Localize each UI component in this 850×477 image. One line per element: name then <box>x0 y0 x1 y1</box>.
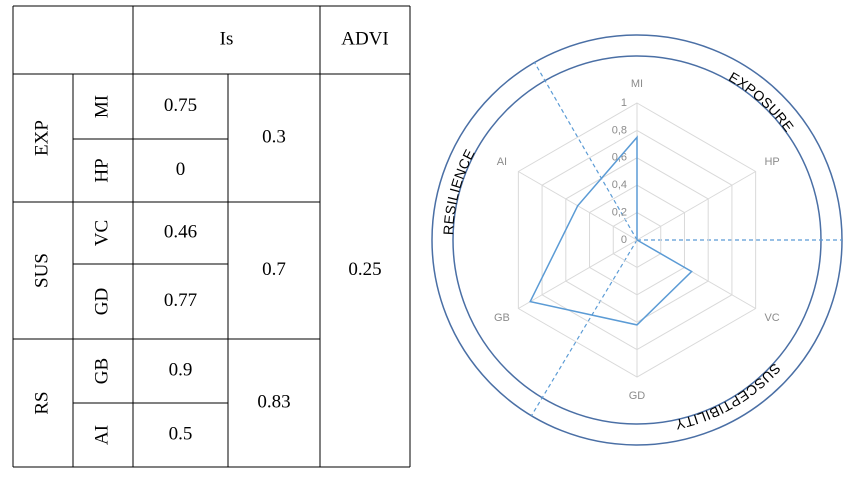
row-value: 0.77 <box>164 290 197 311</box>
category-label: HP <box>764 156 779 168</box>
row-label: GB <box>91 358 112 384</box>
radar-chart: 00,20,40,60,81MIHPVCGDGBAIEXPOSURESUSCEP… <box>431 34 843 446</box>
row-value: 0.5 <box>169 423 193 444</box>
row-value: 0.9 <box>169 359 193 380</box>
group-is: 0.3 <box>262 126 286 147</box>
spoke <box>636 171 756 241</box>
group-label: RS <box>31 391 52 414</box>
advi-value: 0.25 <box>348 259 381 280</box>
r-tick-label: 0,4 <box>612 179 627 191</box>
category-label: MI <box>631 78 643 90</box>
section-divider <box>530 239 638 417</box>
r-tick-label: 0 <box>621 234 627 246</box>
row-label: GD <box>91 288 112 315</box>
section-label-path: SUSCEPTIBILITY <box>673 361 783 434</box>
group-is: 0.7 <box>262 259 286 280</box>
section-label: SUSCEPTIBILITY <box>673 361 784 434</box>
row-label: VC <box>91 220 112 246</box>
row-value: 0.75 <box>164 95 197 116</box>
row-value: 0.46 <box>164 221 197 242</box>
group-label: EXP <box>31 120 52 156</box>
spoke <box>518 239 638 309</box>
category-label: AI <box>497 156 507 168</box>
section-label: RESILIENCE <box>440 146 478 235</box>
section-divider <box>533 62 638 241</box>
r-tick-label: 0,2 <box>612 207 627 219</box>
category-label: GD <box>629 390 646 402</box>
r-tick-label: 0,8 <box>612 124 627 136</box>
radar-line <box>529 135 693 326</box>
section-label-path: RESILIENCE <box>440 146 477 235</box>
row-label: MI <box>91 95 112 118</box>
column-header: Is <box>220 28 234 49</box>
row-label: HP <box>91 158 112 182</box>
column-header: ADVI <box>341 28 389 49</box>
row-value: 0 <box>176 159 186 180</box>
group-is: 0.83 <box>257 391 290 412</box>
table: Is ADVI 0.25 EXP 0.3 MI 0.75 HP 0 SUS 0.7 VC 0.46 GD 0… <box>12 5 411 468</box>
category-label: VC <box>764 312 779 324</box>
group-label: SUS <box>31 253 52 288</box>
row-label: AI <box>91 425 112 445</box>
r-tick-label: 1 <box>621 97 627 109</box>
category-label: GB <box>494 312 510 324</box>
